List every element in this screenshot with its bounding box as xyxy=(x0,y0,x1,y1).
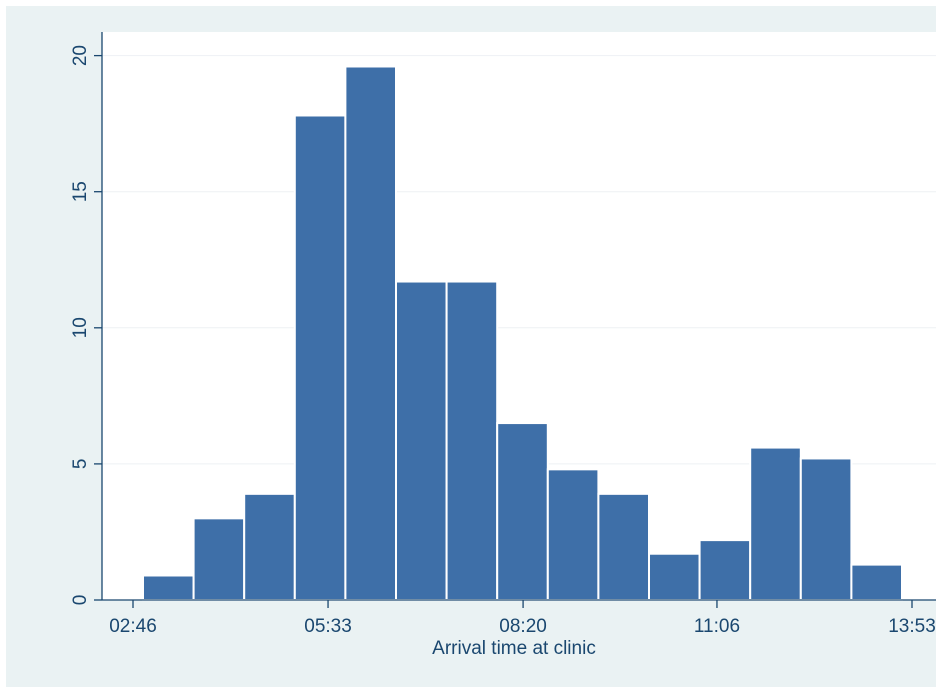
axes xyxy=(101,32,936,601)
y-tick-label: 20 xyxy=(70,45,91,66)
histogram-bar xyxy=(799,457,853,601)
x-tick-label: 11:06 xyxy=(694,616,740,637)
histogram-chart: 0 5 10 15 20 02:46 05:33 08:20 11:06 13:53 Arriv… xyxy=(70,32,936,659)
histogram-bar xyxy=(192,517,246,602)
x-tick-label: 08:20 xyxy=(499,616,547,637)
chart-frame: 0 5 10 15 20 02:46 05:33 08:20 11:06 13:53 Arriv… xyxy=(6,6,936,687)
y-tick-label: 5 xyxy=(70,459,91,470)
histogram-bar xyxy=(293,114,347,602)
histogram-bar xyxy=(344,65,397,602)
histogram-bar xyxy=(749,446,802,602)
histogram-bar xyxy=(395,280,448,601)
histogram-bar xyxy=(445,280,499,601)
histogram-bar xyxy=(496,422,549,602)
histogram-bar xyxy=(698,539,752,601)
x-axis-title: Arrival time at clinic xyxy=(432,638,596,659)
x-tick-label: 13:53 xyxy=(888,616,936,637)
histogram-bar xyxy=(850,563,904,601)
histogram-bar xyxy=(142,574,195,602)
bars xyxy=(142,65,904,602)
x-tick-label: 02:46 xyxy=(109,616,157,637)
y-tick-label: 10 xyxy=(70,317,91,338)
x-ticks: 02:46 05:33 08:20 11:06 13:53 xyxy=(109,600,936,637)
x-tick-label: 05:33 xyxy=(304,616,352,637)
y-tick-label: 15 xyxy=(70,181,91,202)
y-tick-label: 0 xyxy=(70,595,91,606)
histogram-bar xyxy=(597,492,651,601)
y-ticks: 0 5 10 15 20 xyxy=(70,45,102,605)
histogram-bar xyxy=(648,552,701,601)
histogram-bar xyxy=(546,468,600,601)
histogram-bar xyxy=(243,492,296,601)
